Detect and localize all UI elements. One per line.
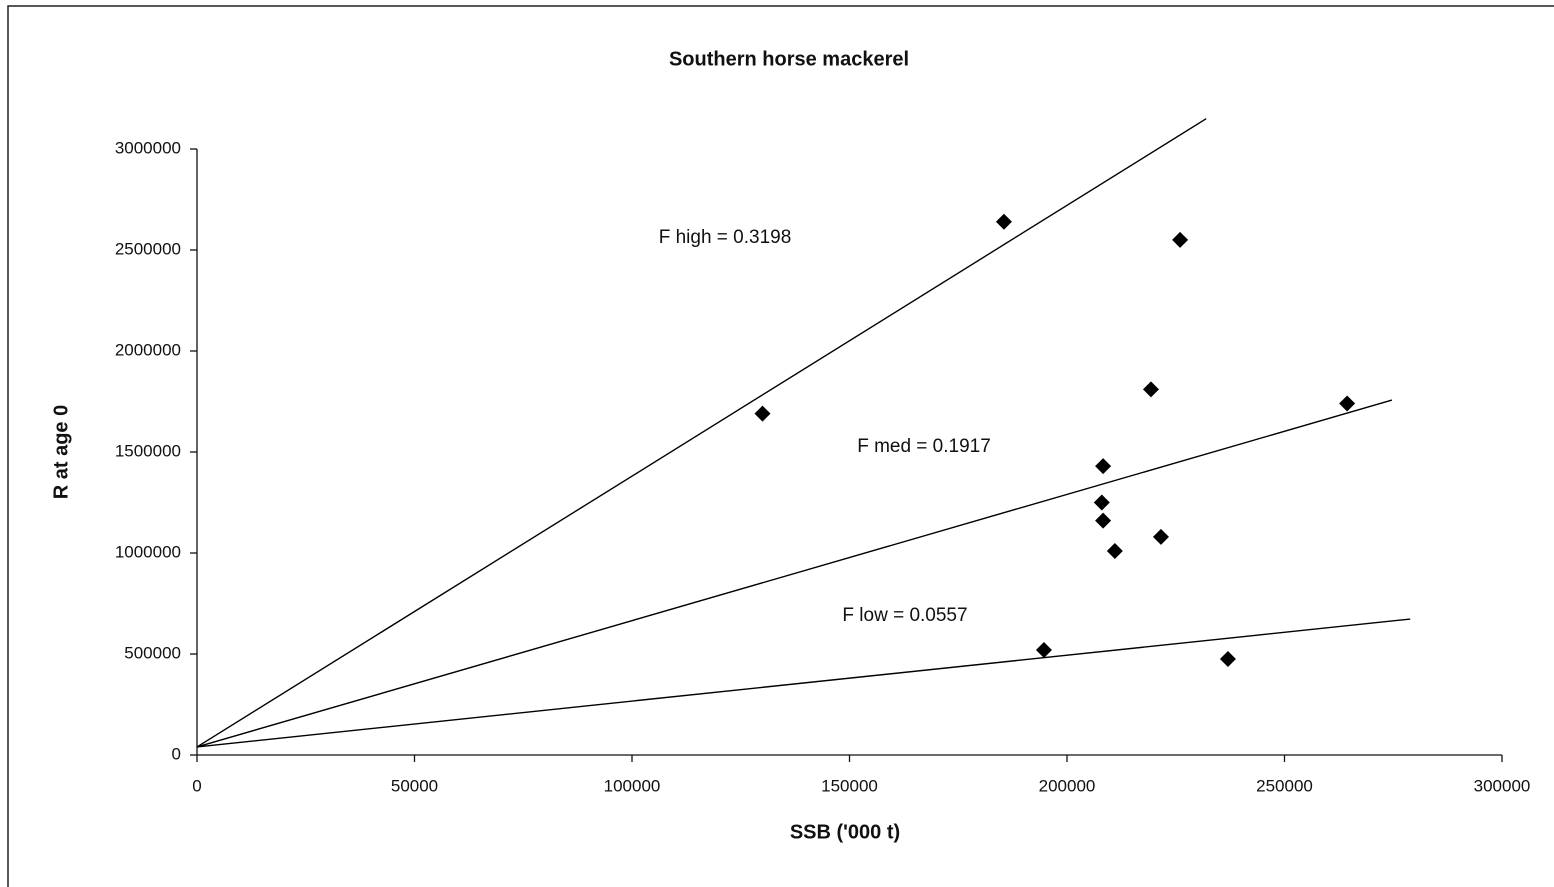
point: [995, 213, 1012, 230]
reference-line: [196, 618, 1411, 748]
point: [1095, 458, 1112, 475]
point: [1093, 494, 1110, 511]
x-tick-label: 150000: [821, 776, 878, 795]
x-axis-label: SSB ('000 t): [790, 821, 900, 843]
point: [1106, 542, 1123, 559]
point: [1219, 651, 1236, 668]
point: [1339, 395, 1356, 412]
x-tick-label: 300000: [1474, 776, 1531, 795]
y-tick-label: 1500000: [115, 441, 181, 460]
x-tick-label: 0: [192, 776, 201, 795]
y-tick-label: 2000000: [115, 340, 181, 359]
y-axis-label: R at age 0: [50, 405, 72, 499]
y-tick-label: 3000000: [115, 138, 181, 157]
point: [1172, 231, 1189, 248]
y-tick-label: 1000000: [115, 542, 181, 561]
point: [1142, 381, 1159, 398]
x-tick-label: 250000: [1256, 776, 1313, 795]
point: [754, 405, 771, 422]
y-tick-label: 500000: [124, 643, 181, 662]
point: [1035, 641, 1052, 658]
point: [1095, 512, 1112, 529]
reference-line: [196, 399, 1393, 748]
x-tick-label: 50000: [391, 776, 438, 795]
line-annotation: F med = 0.1917: [857, 436, 991, 457]
reference-line: [196, 118, 1207, 748]
y-tick-label: 0: [172, 744, 181, 763]
x-tick-label: 200000: [1039, 776, 1096, 795]
frame: [7, 5, 1554, 887]
point: [1152, 528, 1169, 545]
line-annotation: F high = 0.3198: [659, 227, 792, 248]
x-tick-label: 100000: [604, 776, 661, 795]
y-tick-label: 2500000: [115, 239, 181, 258]
line-annotation: F low = 0.0557: [842, 605, 967, 626]
chart-title: Southern horse mackerel: [669, 48, 909, 70]
